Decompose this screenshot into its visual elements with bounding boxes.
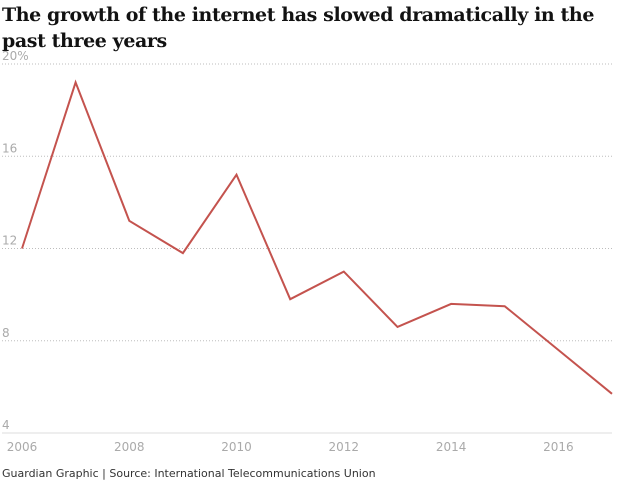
x-tick-label: 2010 — [221, 440, 252, 454]
y-tick-label: 4 — [2, 418, 10, 432]
y-tick-label: 16 — [2, 141, 17, 155]
x-tick-labels: 2006 2008 2010 2012 2014 2016 — [7, 440, 574, 454]
source-note: Guardian Graphic | Source: International… — [2, 467, 376, 480]
grid-lines — [2, 63, 612, 434]
y-tick-label: 12 — [2, 234, 17, 248]
x-tick-label: 2008 — [114, 440, 145, 454]
series-line — [21, 79, 613, 395]
y-tick-label: 20% — [2, 49, 29, 63]
x-tick-label: 2014 — [436, 440, 467, 454]
x-tick-label: 2012 — [329, 440, 360, 454]
y-tick-label: 8 — [2, 326, 10, 340]
x-tick-label: 2016 — [543, 440, 574, 454]
x-tick-label: 2006 — [7, 440, 38, 454]
y-tick-labels: 4 8 12 16 20% — [2, 49, 29, 432]
chart-title: The growth of the internet has slowed dr… — [2, 4, 595, 52]
series-lines — [21, 79, 613, 395]
